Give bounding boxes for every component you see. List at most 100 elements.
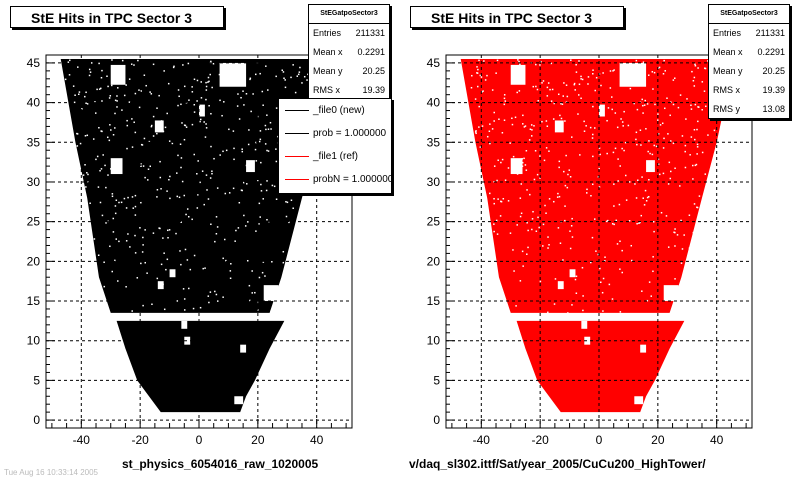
speckle — [262, 104, 264, 106]
speckle — [591, 137, 594, 139]
legend-line — [285, 110, 309, 111]
speckle — [574, 278, 577, 281]
speckle — [163, 70, 165, 72]
speckle — [653, 230, 655, 233]
speckle — [292, 64, 294, 66]
speckle — [635, 138, 637, 141]
speckle — [471, 74, 473, 77]
speckle — [620, 118, 622, 120]
speckle — [645, 200, 648, 202]
speckle — [234, 240, 236, 242]
speckle — [652, 88, 654, 90]
speckle — [511, 117, 513, 120]
speckle — [704, 67, 706, 69]
speckle — [621, 271, 623, 274]
speckle — [604, 260, 606, 262]
speckle — [525, 169, 528, 171]
right-x-caption: v/daq_sl302.ittf/Sat/year_2005/CuCu200_H… — [409, 457, 706, 471]
speckle — [116, 106, 118, 108]
speckle — [592, 105, 594, 108]
speckle — [646, 299, 649, 302]
speckle — [591, 236, 594, 239]
x-tick-label: -40 — [73, 433, 91, 447]
speckle — [205, 174, 208, 176]
speckle — [211, 172, 213, 175]
speckle — [271, 184, 274, 187]
speckle — [258, 276, 261, 279]
hit-gap — [154, 120, 164, 133]
speckle — [562, 259, 564, 261]
speckle — [612, 151, 615, 154]
speckle — [674, 245, 676, 247]
y-tick-label: 25 — [427, 215, 441, 229]
x-tick-label: 40 — [310, 433, 324, 447]
speckle — [207, 81, 209, 83]
speckle — [500, 200, 503, 203]
speckle — [152, 232, 155, 234]
speckle — [694, 64, 697, 67]
speckle — [125, 286, 127, 288]
speckle — [97, 254, 100, 256]
speckle — [188, 99, 190, 101]
speckle — [166, 112, 168, 115]
speckle — [643, 104, 646, 106]
speckle — [134, 131, 137, 134]
speckle — [180, 166, 182, 169]
speckle — [602, 72, 604, 74]
speckle — [73, 101, 76, 104]
speckle — [134, 194, 137, 197]
speckle — [509, 142, 511, 144]
speckle — [634, 183, 636, 185]
speckle — [694, 138, 696, 141]
y-tick-label: 0 — [433, 413, 440, 427]
speckle — [131, 118, 133, 120]
speckle — [557, 93, 560, 96]
speckle — [575, 275, 578, 278]
speckle — [589, 126, 592, 129]
speckle — [183, 194, 186, 197]
speckle — [592, 69, 594, 71]
speckle — [108, 139, 111, 142]
x-tick-label: 20 — [251, 433, 265, 447]
speckle — [565, 154, 567, 157]
speckle — [179, 250, 181, 252]
speckle — [206, 189, 208, 191]
speckle — [566, 95, 569, 98]
speckle — [134, 205, 137, 208]
speckle — [159, 160, 161, 163]
legend-label: prob = 1.000000 — [313, 128, 387, 139]
speckle — [232, 130, 235, 132]
y-tick-label: 40 — [427, 96, 441, 110]
speckle — [575, 63, 577, 66]
speckle — [156, 189, 159, 191]
speckle — [476, 72, 479, 74]
speckle — [545, 147, 548, 149]
speckle — [677, 106, 680, 109]
speckle — [240, 189, 243, 191]
hit-gap — [554, 120, 564, 133]
speckle — [559, 242, 562, 244]
speckle — [109, 245, 111, 248]
speckle — [286, 201, 289, 204]
speckle — [137, 59, 139, 62]
speckle — [107, 85, 109, 88]
speckle — [216, 226, 219, 228]
speckle — [271, 261, 273, 263]
speckle — [648, 281, 651, 283]
speckle — [474, 131, 477, 133]
speckle — [111, 59, 113, 61]
speckle — [583, 130, 586, 132]
speckle — [637, 179, 639, 181]
y-tick-label: 25 — [27, 215, 41, 229]
speckle — [224, 192, 227, 195]
speckle — [85, 91, 87, 94]
speckle — [275, 107, 278, 109]
speckle — [609, 87, 612, 89]
speckle — [628, 181, 631, 183]
speckle — [691, 70, 693, 73]
speckle — [516, 224, 518, 226]
speckle — [655, 145, 658, 148]
speckle — [669, 114, 671, 117]
right-stats-box: StEGatpoSector3 Entries 211331 Mean x 0.22… — [708, 4, 790, 119]
hit-gap — [634, 396, 644, 405]
